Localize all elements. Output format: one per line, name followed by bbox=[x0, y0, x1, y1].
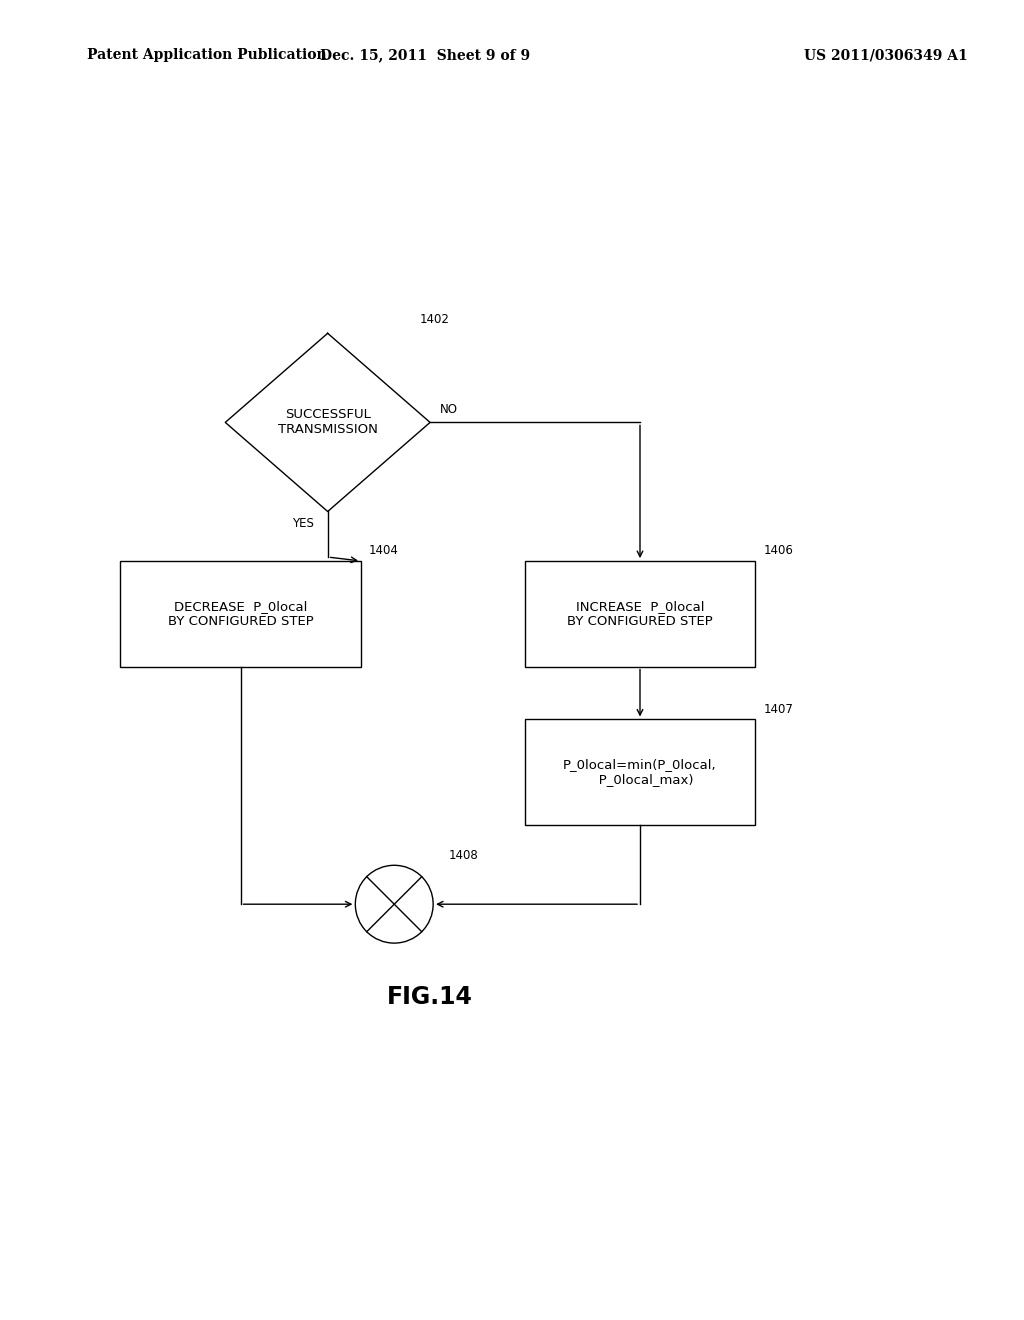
Text: DECREASE  P_0local
BY CONFIGURED STEP: DECREASE P_0local BY CONFIGURED STEP bbox=[168, 599, 313, 628]
Text: INCREASE  P_0local
BY CONFIGURED STEP: INCREASE P_0local BY CONFIGURED STEP bbox=[567, 599, 713, 628]
Text: YES: YES bbox=[292, 517, 313, 531]
Text: FIG.14: FIG.14 bbox=[387, 985, 473, 1008]
Bar bbox=[524, 719, 755, 825]
Bar bbox=[121, 561, 360, 667]
Text: Dec. 15, 2011  Sheet 9 of 9: Dec. 15, 2011 Sheet 9 of 9 bbox=[319, 49, 530, 62]
Text: NO: NO bbox=[440, 403, 459, 416]
Text: 1406: 1406 bbox=[764, 544, 794, 557]
Text: 1404: 1404 bbox=[369, 544, 399, 557]
Text: US 2011/0306349 A1: US 2011/0306349 A1 bbox=[804, 49, 968, 62]
Text: 1407: 1407 bbox=[764, 702, 794, 715]
Text: SUCCESSFUL
TRANSMISSION: SUCCESSFUL TRANSMISSION bbox=[278, 408, 378, 437]
Text: 1408: 1408 bbox=[449, 849, 478, 862]
Text: P_0local=min(P_0local,
   P_0local_max): P_0local=min(P_0local, P_0local_max) bbox=[563, 758, 717, 787]
Bar bbox=[524, 561, 755, 667]
Text: Patent Application Publication: Patent Application Publication bbox=[87, 49, 327, 62]
Text: 1402: 1402 bbox=[420, 313, 450, 326]
